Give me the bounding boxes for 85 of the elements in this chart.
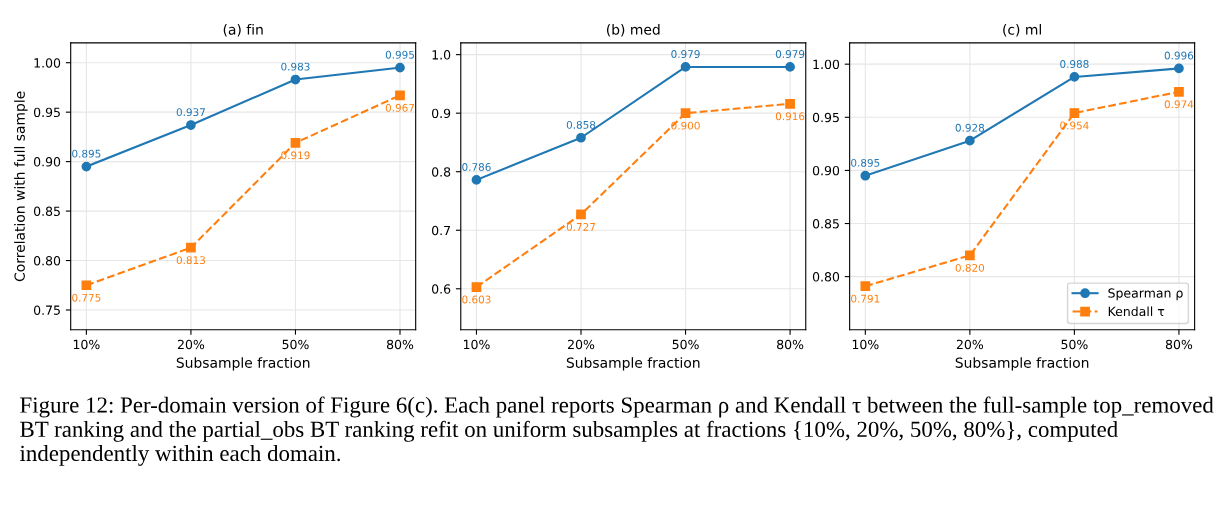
- point: [1174, 63, 1184, 74]
- data-label: 0.895: [851, 158, 880, 167]
- x-tick-label: 80%: [1165, 339, 1193, 350]
- point: [471, 175, 482, 185]
- data-label: 0.786: [462, 163, 491, 171]
- point: [965, 250, 975, 261]
- y-tick-label: 0.9: [432, 108, 451, 119]
- data-label: 0.791: [851, 294, 880, 303]
- y-tick-label: 0.75: [33, 305, 60, 315]
- point: [1174, 86, 1184, 97]
- data-label: 0.937: [176, 108, 205, 117]
- x-tick-label: 50%: [672, 339, 699, 350]
- point: [680, 62, 691, 72]
- point: [680, 108, 691, 119]
- y-tick-label: 0.90: [812, 165, 840, 176]
- point: [785, 62, 795, 72]
- y-tick-label: 1.00: [813, 59, 840, 70]
- legend-label: Kendall τ: [1108, 306, 1165, 317]
- data-label: 0.919: [281, 151, 310, 160]
- x-tick-label: 80%: [777, 339, 804, 350]
- point: [576, 132, 586, 143]
- data-label: 0.858: [566, 120, 596, 129]
- chart-title: (a) fin: [223, 24, 263, 37]
- caption: Figure 12: Per-domain version of Figure 6(c). Each panel reports Spearman ρ and Kendall τ between the full-sample top_removed BT ranking and the partial_obs BT ranking refit on uniform subsamples at fractions {10%, 20%, 50%, 80%}, computed independently within each domain.: [19, 396, 1214, 466]
- point: [576, 209, 586, 220]
- data-label: 0.775: [72, 293, 101, 302]
- y-axis-title: Correlation with full sample: [14, 91, 28, 282]
- data-label: 0.974: [1164, 100, 1194, 109]
- x-tick-label: 50%: [1061, 339, 1088, 350]
- y-tick-label: 0.85: [812, 219, 839, 229]
- point: [290, 74, 301, 85]
- data-label: 0.988: [1060, 60, 1089, 68]
- x-tick-label: 10%: [73, 339, 100, 350]
- y-tick-label: 0.85: [33, 206, 60, 216]
- point: [81, 280, 92, 291]
- x-tick-label: 10%: [852, 339, 879, 350]
- point: [965, 135, 975, 146]
- point: [860, 281, 871, 292]
- chart-title: (b) med: [606, 24, 660, 37]
- data-label: 0.603: [462, 295, 491, 304]
- y-tick-label: 0.90: [33, 157, 61, 167]
- data-label: 0.813: [176, 256, 205, 265]
- y-tick-label: 1.00: [34, 58, 61, 68]
- y-tick-label: 0.6: [432, 284, 451, 294]
- data-label: 0.727: [566, 222, 596, 231]
- data-label: 0.820: [955, 263, 985, 272]
- y-tick-label: 0.95: [812, 112, 839, 123]
- x-tick-label: 10%: [463, 339, 490, 350]
- x-tick-label: 50%: [282, 339, 309, 350]
- y-tick-label: 1.0: [432, 50, 451, 60]
- y-tick-label: 0.80: [812, 272, 840, 282]
- y-tick-label: 0.8: [432, 167, 451, 177]
- point: [1069, 72, 1080, 82]
- point: [186, 242, 196, 253]
- x-tick-label: 20%: [956, 339, 984, 350]
- data-label: 0.979: [775, 50, 805, 58]
- data-label: 0.900: [671, 121, 700, 130]
- data-label: 0.979: [671, 50, 700, 58]
- point: [471, 282, 482, 292]
- data-label: 0.895: [72, 149, 101, 158]
- data-label: 0.983: [281, 62, 310, 71]
- y-tick-label: 0.80: [33, 256, 61, 266]
- y-tick-label: 0.7: [432, 225, 450, 236]
- point: [81, 161, 92, 172]
- point: [395, 62, 405, 73]
- data-label: 0.916: [775, 112, 805, 121]
- y-tick-label: 0.95: [33, 107, 60, 118]
- x-tick-label: 20%: [568, 339, 595, 350]
- point: [290, 137, 301, 148]
- x-axis-title: Subsample fraction: [176, 357, 310, 371]
- point: [1069, 108, 1080, 118]
- point: [860, 170, 871, 181]
- data-label: 0.928: [955, 123, 985, 132]
- chart-title: (c) ml: [1003, 24, 1041, 37]
- data-label: 0.996: [1164, 51, 1194, 60]
- point: [395, 90, 405, 101]
- x-axis-title: Subsample fraction: [955, 357, 1089, 371]
- point: [785, 98, 795, 109]
- data-label: 0.995: [385, 50, 414, 59]
- x-tick-label: 20%: [177, 339, 205, 350]
- data-label: 0.967: [385, 103, 415, 112]
- legend-label: Spearman ρ: [1108, 288, 1183, 301]
- x-axis-title: Subsample fraction: [566, 357, 700, 371]
- point: [186, 120, 196, 130]
- x-tick-label: 80%: [386, 339, 414, 350]
